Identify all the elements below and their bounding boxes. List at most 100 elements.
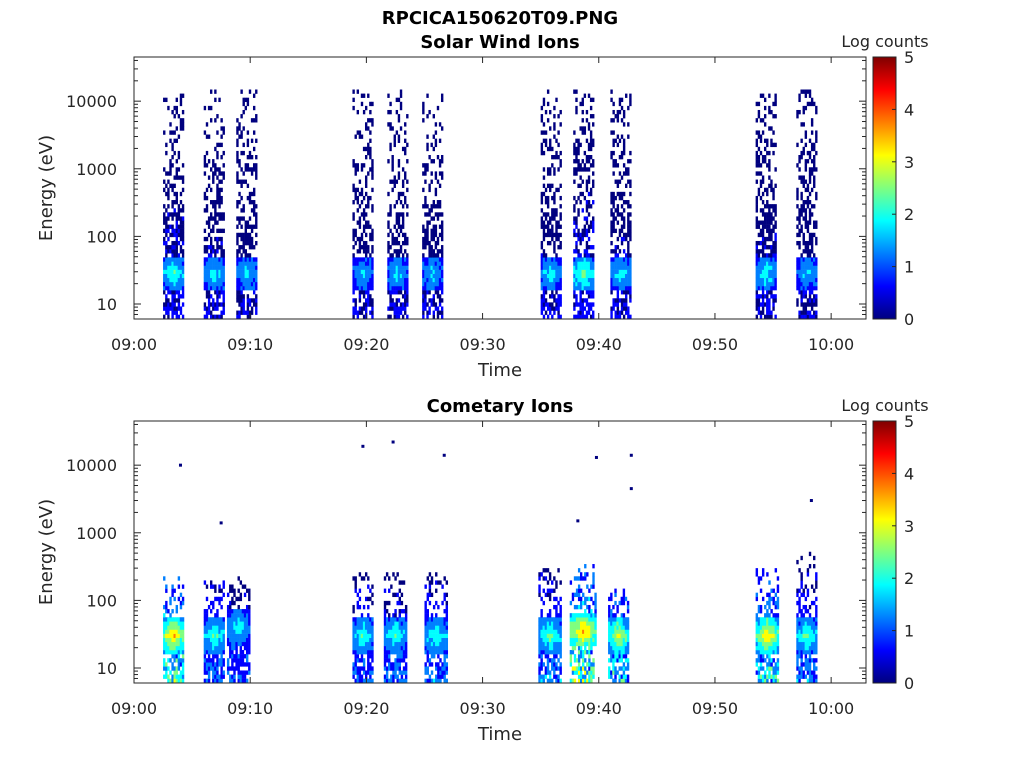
spectrogram-cell (214, 662, 217, 667)
spectrogram-cell (770, 249, 773, 254)
spectrogram-cell (352, 89, 355, 94)
spectrogram-cell (203, 314, 207, 319)
spectrogram-cell (808, 167, 812, 172)
spectrogram-cell (203, 306, 207, 311)
spectrogram-cell (766, 625, 769, 630)
spectrogram-cell (610, 97, 613, 103)
spectrogram-cell (810, 290, 814, 295)
spectrogram-cell (389, 212, 392, 217)
spectrogram-cell (391, 253, 394, 258)
spectrogram-cell (169, 617, 172, 622)
spectrogram-cell (590, 645, 593, 651)
spectrogram-cell (406, 179, 409, 184)
spectrogram-cell (546, 645, 550, 651)
spectrogram-cell (579, 290, 582, 295)
spectrogram-cell (390, 666, 393, 671)
spectrogram-cell (432, 314, 435, 319)
spectrogram-cell (238, 294, 241, 299)
spectrogram-cell (579, 191, 582, 197)
spectrogram-cell (551, 662, 554, 667)
spectrogram-cell (622, 142, 626, 148)
spectrogram-cell (424, 286, 427, 291)
spectrogram-cell (589, 269, 593, 274)
spectrogram-cell (612, 130, 615, 135)
spectrogram-cell (209, 249, 213, 254)
spectrogram-cell (622, 666, 626, 671)
spectrogram-cell (165, 588, 168, 593)
spectrogram-cell (207, 265, 211, 270)
spectrogram-cell (438, 302, 442, 307)
spectrogram-cell (610, 654, 613, 659)
spectrogram-cell (555, 302, 558, 307)
spectrogram-cell (175, 175, 178, 180)
spectrogram-cell (214, 269, 217, 274)
spectrogram-cell (772, 281, 775, 287)
spectrogram-cell (616, 629, 619, 634)
spectrogram-cell (255, 155, 258, 160)
spectrogram-cell (573, 306, 576, 311)
spectrogram-cell (203, 281, 207, 287)
spectrogram-cell (358, 240, 362, 246)
spectrogram-cell (424, 245, 427, 250)
spectrogram-cell (248, 265, 252, 270)
spectrogram-cell (177, 637, 181, 643)
spectrogram-cell (248, 302, 252, 307)
spectrogram-cell (575, 171, 578, 176)
spectrogram-cell (401, 232, 405, 238)
spectrogram-cell (396, 572, 399, 577)
spectrogram-cell (255, 220, 258, 225)
spectrogram-cell (582, 637, 585, 643)
spectrogram-cell (367, 277, 370, 283)
spectrogram-cell (798, 216, 801, 221)
spectrogram-cell (385, 666, 389, 671)
spectrogram-cell (546, 257, 550, 262)
spectrogram-cell (240, 265, 243, 270)
spectrogram-cell (618, 101, 622, 107)
spectrogram-cell (399, 269, 403, 274)
spectrogram-cell (163, 290, 166, 295)
spectrogram-cell (424, 281, 427, 287)
spectrogram-cell (581, 232, 584, 238)
spectrogram-cell (768, 670, 771, 675)
spectrogram-cell (238, 191, 241, 197)
spectrogram-cell (437, 666, 440, 671)
spectrogram-cell (757, 109, 761, 115)
spectrogram-cell (581, 269, 584, 274)
spectrogram-cell (235, 641, 238, 647)
spectrogram-cell (205, 658, 209, 663)
spectrogram-cell (220, 666, 223, 671)
spectrogram-cell (810, 187, 814, 193)
spectrogram-cell (406, 314, 409, 319)
solar-wind-axes: 09:00 09:10 09:20 09:30 09:40 09:50 10:0010100… (66, 57, 866, 354)
spectrogram-cell (770, 265, 773, 270)
spectrogram-cell (443, 654, 446, 659)
spectrogram-cell (388, 654, 391, 659)
spectrogram-cell (222, 302, 225, 307)
spectrogram-cell (371, 592, 374, 598)
spectrogram-cell (388, 625, 391, 630)
spectrogram-cell (624, 617, 628, 622)
spectrogram-cell (759, 208, 763, 213)
spectrogram-cell (620, 600, 623, 606)
spectrogram-cell (445, 670, 449, 675)
spectrogram-cell (815, 310, 818, 315)
spectrogram-cell (246, 281, 250, 287)
spectrogram-cell (590, 633, 593, 638)
spectrogram-cell (616, 109, 620, 115)
spectrogram-cell (360, 101, 364, 107)
spectrogram-cell (385, 633, 389, 638)
spectrogram-cell (438, 298, 442, 303)
spectrogram-cell (246, 298, 250, 303)
spectrogram-cell (620, 633, 623, 638)
spectrogram-cell (250, 155, 254, 160)
spectrogram-cell (218, 179, 221, 184)
spectrogram-cell (395, 290, 399, 295)
spectrogram-cell (589, 191, 593, 197)
spectrogram-cell (238, 122, 241, 127)
spectrogram-cell (584, 621, 587, 626)
spectrogram-cell (622, 625, 626, 630)
spectrogram-cell (426, 146, 429, 152)
spectrogram-cell (759, 674, 763, 679)
spectrogram-cell (203, 171, 207, 176)
spectrogram-cell (616, 645, 619, 651)
